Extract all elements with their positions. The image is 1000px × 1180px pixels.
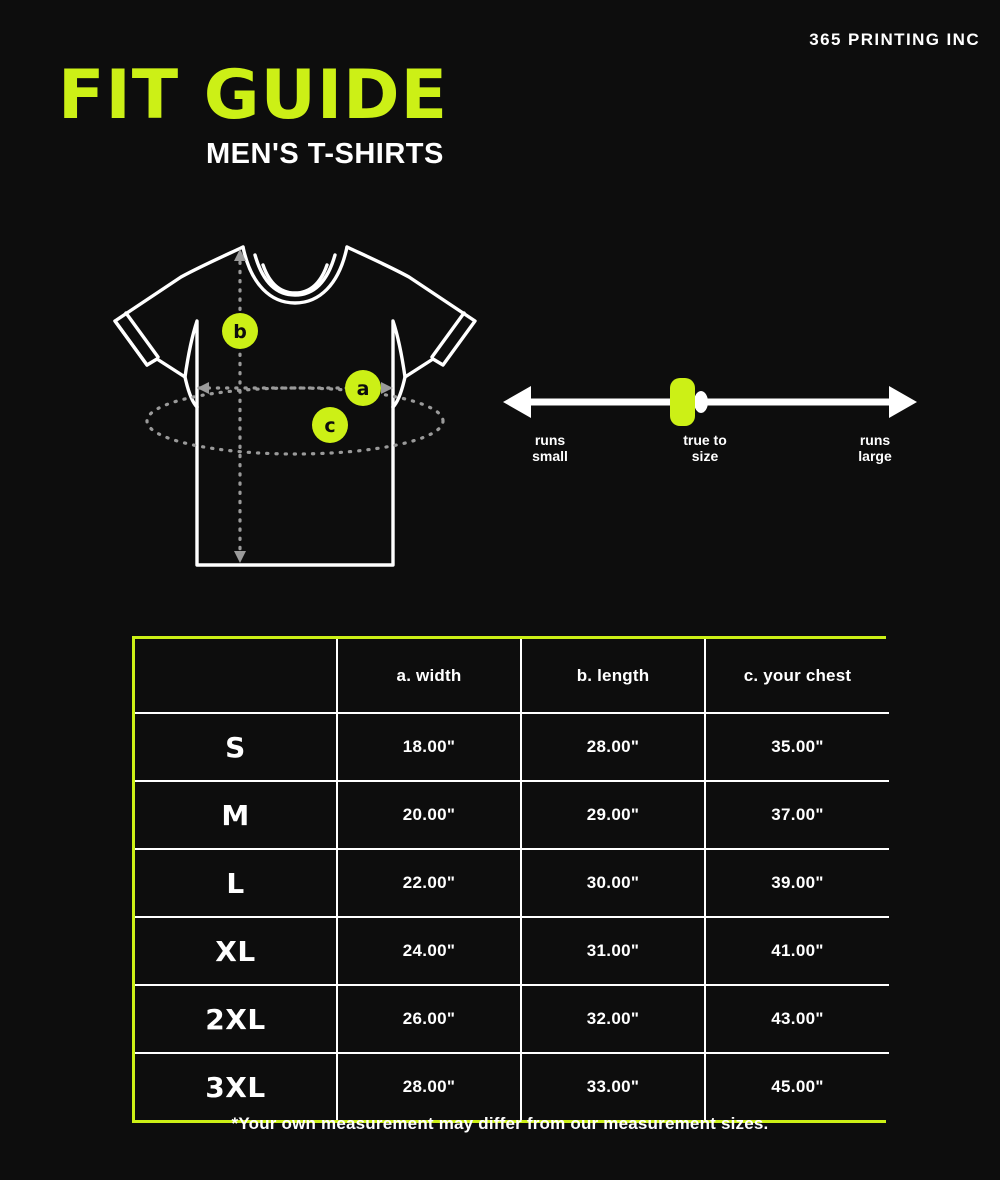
badge-c: c	[312, 407, 348, 443]
fit-scale-label-large: runs large	[858, 432, 892, 464]
cell-size: M	[135, 780, 338, 850]
table-body: S 18.00" 28.00" 35.00" M 20.00" 29.00" 3…	[135, 712, 889, 1120]
width-measure-arrow	[197, 382, 393, 394]
table-row: M 20.00" 29.00" 37.00"	[135, 780, 889, 850]
cell-size: XL	[135, 916, 338, 986]
table-row: 3XL 28.00" 33.00" 45.00"	[135, 1052, 889, 1120]
table-header-length: b. length	[520, 639, 706, 714]
cell-length: 32.00"	[520, 984, 706, 1054]
table-row: L 22.00" 30.00" 39.00"	[135, 848, 889, 918]
cell-width: 28.00"	[336, 1052, 522, 1120]
badge-a: a	[345, 370, 381, 406]
cell-width: 20.00"	[336, 780, 522, 850]
badge-a-label: a	[357, 378, 370, 400]
cell-width: 22.00"	[336, 848, 522, 918]
badge-c-label: c	[324, 415, 335, 437]
cell-chest: 35.00"	[704, 712, 889, 782]
fit-scale-label-true: true to size	[683, 432, 727, 464]
table-header-size	[135, 639, 338, 714]
cell-length: 31.00"	[520, 916, 706, 986]
cell-chest: 45.00"	[704, 1052, 889, 1120]
cell-size: 2XL	[135, 984, 338, 1054]
cell-chest: 41.00"	[704, 916, 889, 986]
table-header-width: a. width	[336, 639, 522, 714]
brand-name: 365 PRINTING INC	[809, 30, 980, 49]
cell-length: 28.00"	[520, 712, 706, 782]
fit-scale-dot	[694, 391, 708, 413]
fit-scale-label-small: runs small	[532, 432, 568, 464]
tshirt-outline	[113, 245, 477, 567]
measurement-disclaimer: *Your own measurement may differ from ou…	[231, 1114, 769, 1133]
fit-scale-marker	[670, 378, 695, 426]
cell-length: 30.00"	[520, 848, 706, 918]
cell-width: 18.00"	[336, 712, 522, 782]
table-row: S 18.00" 28.00" 35.00"	[135, 712, 889, 782]
cell-size: L	[135, 848, 338, 918]
cell-length: 33.00"	[520, 1052, 706, 1120]
cell-chest: 37.00"	[704, 780, 889, 850]
cell-size: 3XL	[135, 1052, 338, 1120]
cell-chest: 43.00"	[704, 984, 889, 1054]
badge-b: b	[222, 313, 258, 349]
cell-length: 29.00"	[520, 780, 706, 850]
arrow-right-icon	[889, 386, 917, 418]
cell-size: S	[135, 712, 338, 782]
fit-scale: runs small true to size runs large	[495, 365, 925, 475]
cell-width: 26.00"	[336, 984, 522, 1054]
length-measure-arrow	[234, 249, 246, 563]
badge-b-label: b	[233, 321, 247, 343]
table-header-row: a. width b. length c. your chest	[135, 639, 889, 714]
cell-width: 24.00"	[336, 916, 522, 986]
arrow-left-icon	[503, 386, 531, 418]
table-row: 2XL 26.00" 32.00" 43.00"	[135, 984, 889, 1054]
cell-chest: 39.00"	[704, 848, 889, 918]
size-chart-table: a. width b. length c. your chest S 18.00…	[132, 636, 889, 1123]
table-header-chest: c. your chest	[704, 639, 889, 714]
page-title: FIT GUIDE	[58, 56, 449, 135]
chest-measure-ellipse	[145, 386, 445, 456]
table-row: XL 24.00" 31.00" 41.00"	[135, 916, 889, 986]
page-subtitle: MEN'S T-SHIRTS	[206, 138, 444, 170]
tshirt-diagram: b a c	[85, 225, 505, 595]
